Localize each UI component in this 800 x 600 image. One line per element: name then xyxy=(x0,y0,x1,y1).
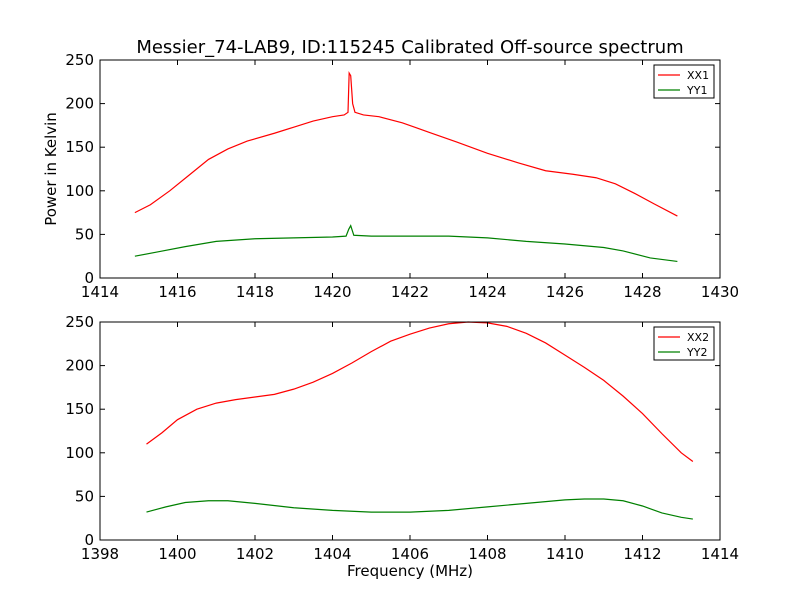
subplot-2: 1398 1400 1402 1404 1406 1408 1410 1412 1414 0 50 1… xyxy=(65,313,739,580)
x-axis-label: Frequency (MHz) xyxy=(347,562,473,580)
x-tick-label: 1424 xyxy=(468,283,506,301)
x-tick-label: 1426 xyxy=(546,283,584,301)
x-tick-label: 1420 xyxy=(313,283,351,301)
y-tick-label: 100 xyxy=(65,182,94,200)
x-tick-label: 1410 xyxy=(546,545,584,563)
legend-label-xx2: XX2 xyxy=(687,331,709,344)
x-tick-label: 1416 xyxy=(158,283,196,301)
x-tick-label: 1408 xyxy=(468,545,506,563)
x-tick-label: 1398 xyxy=(81,545,119,563)
y-tick-label: 50 xyxy=(75,225,94,243)
y-tick-label: 250 xyxy=(65,51,94,69)
legend-label-yy1: YY1 xyxy=(686,84,707,97)
y-tick-label: 150 xyxy=(65,138,94,156)
y-tick-label: 200 xyxy=(65,95,94,113)
y-tick-label: 0 xyxy=(84,269,94,287)
chart-title: Messier_74-LAB9, ID:115245 Calibrated Of… xyxy=(136,37,683,58)
subplot-1: 1414 1416 1418 1420 1422 1424 1426 1428 1430 0 50 1… xyxy=(42,51,739,301)
legend-box xyxy=(653,326,715,361)
plots-group: 1414 1416 1418 1420 1422 1424 1426 1428 14300501… xyxy=(42,51,739,580)
y-axis-label: Power in Kelvin xyxy=(42,112,60,226)
x-tick-label: 1414 xyxy=(81,283,119,301)
y-tick-label: 150 xyxy=(65,400,94,418)
series-line-yy2 xyxy=(146,498,693,520)
x-tick-label: 1404 xyxy=(313,545,351,563)
x-tick-label: 1412 xyxy=(623,545,661,563)
y-tick-label: 100 xyxy=(65,444,94,462)
series-line-xx2 xyxy=(146,321,694,462)
legend-box xyxy=(653,64,715,99)
legend-label-xx1: XX1 xyxy=(687,69,709,82)
y-tick-label: 0 xyxy=(84,531,94,549)
x-tick-label: 1430 xyxy=(701,283,739,301)
series-line-xx1 xyxy=(134,70,678,217)
y-tick-label: 50 xyxy=(75,487,94,505)
x-tick-label: 1402 xyxy=(236,545,274,563)
x-tick-label: 1414 xyxy=(701,545,739,563)
y-tick-label: 250 xyxy=(65,313,94,331)
x-tick-label: 1400 xyxy=(158,545,196,563)
x-tick-label: 1422 xyxy=(391,283,429,301)
x-tick-label: 1418 xyxy=(236,283,274,301)
series-line-yy1 xyxy=(134,224,678,263)
x-tick-label: 1428 xyxy=(623,283,661,301)
legend-label-yy2: YY2 xyxy=(686,346,707,359)
x-tick-label: 1406 xyxy=(391,545,429,563)
y-tick-label: 200 xyxy=(65,357,94,375)
